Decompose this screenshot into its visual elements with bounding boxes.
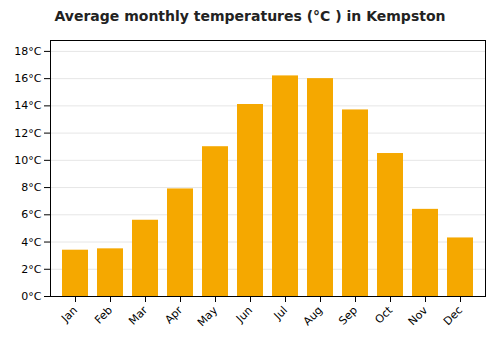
svg-text:Sep: Sep	[336, 304, 360, 328]
svg-text:Feb: Feb	[92, 304, 115, 327]
svg-text:16°C: 16°C	[14, 72, 41, 85]
svg-text:0°C: 0°C	[21, 290, 41, 303]
svg-text:Aug: Aug	[301, 304, 325, 328]
svg-text:Dec: Dec	[441, 304, 465, 328]
svg-text:Nov: Nov	[406, 303, 431, 328]
svg-text:4°C: 4°C	[21, 236, 41, 249]
svg-text:Oct: Oct	[372, 303, 395, 326]
svg-text:6°C: 6°C	[21, 208, 41, 221]
svg-text:Jul: Jul	[271, 304, 290, 323]
svg-text:Jan: Jan	[58, 304, 80, 326]
svg-text:18°C: 18°C	[14, 45, 41, 58]
svg-text:2°C: 2°C	[21, 263, 41, 276]
svg-text:12°C: 12°C	[14, 127, 41, 140]
svg-text:Jun: Jun	[233, 304, 255, 326]
svg-text:Apr: Apr	[162, 303, 185, 326]
svg-text:10°C: 10°C	[14, 154, 41, 167]
svg-text:14°C: 14°C	[14, 99, 41, 112]
svg-text:Mar: Mar	[126, 303, 150, 327]
svg-text:8°C: 8°C	[21, 181, 41, 194]
html-text:Average monthly temperatures (: Average monthly temperatures (°C ) in Ke…	[54, 8, 446, 24]
svg-text:May: May	[195, 303, 221, 329]
